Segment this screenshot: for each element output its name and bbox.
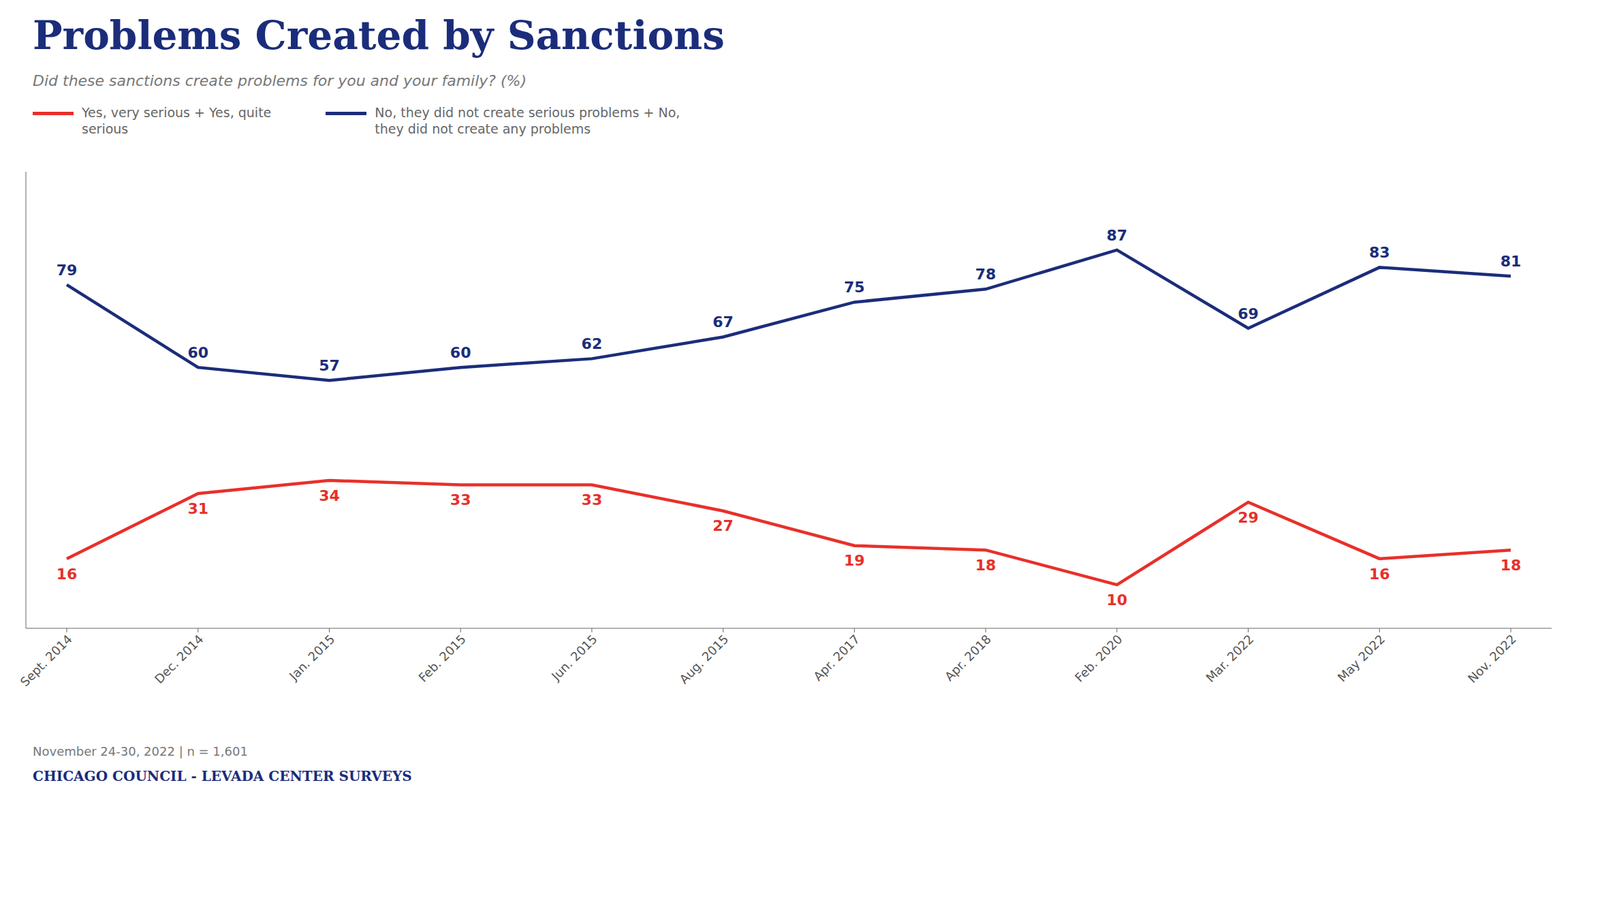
svg-text:Sept. 2014: Sept. 2014 — [17, 631, 75, 689]
svg-text:83: 83 — [1369, 243, 1391, 261]
svg-text:Dec. 2014: Dec. 2014 — [151, 631, 207, 686]
svg-text:16: 16 — [1369, 564, 1391, 582]
svg-text:33: 33 — [581, 491, 603, 509]
svg-text:19: 19 — [843, 551, 866, 569]
svg-text:29: 29 — [1237, 508, 1259, 526]
svg-text:Feb. 2020: Feb. 2020 — [1072, 631, 1126, 685]
svg-text:Aug. 2015: Aug. 2015 — [676, 631, 731, 686]
svg-text:Nov. 2022: Nov. 2022 — [1465, 631, 1519, 686]
svg-text:27: 27 — [712, 516, 734, 535]
svg-text:78: 78 — [975, 265, 997, 283]
svg-text:60: 60 — [450, 343, 472, 362]
svg-text:Mar. 2022: Mar. 2022 — [1202, 631, 1257, 685]
html-text:Yes, very serious + Yes, quite: Yes, very serious + Yes, quite serious — [81, 104, 272, 137]
svg-text:57: 57 — [318, 356, 340, 374]
svg-text:Apr. 2018: Apr. 2018 — [942, 631, 994, 684]
svg-text:87: 87 — [1106, 226, 1128, 244]
svg-text:18: 18 — [975, 556, 997, 574]
svg-text:10: 10 — [1106, 591, 1128, 609]
svg-text:Apr. 2017: Apr. 2017 — [810, 631, 863, 684]
html-text:CHICAGO COUNCIL - LEVADA CENTE: CHICAGO COUNCIL - LEVADA CENTER SURVEYS — [32, 767, 412, 784]
html-text:No, they did not create seriou: No, they did not create serious problems… — [374, 104, 680, 137]
svg-text:Jun. 2015: Jun. 2015 — [548, 631, 601, 684]
html-text:November 24-30, 2022 | n = 1,6: November 24-30, 2022 | n = 1,601 — [32, 743, 248, 759]
svg-text:Jan. 2015: Jan. 2015 — [286, 631, 338, 684]
svg-text:Feb. 2015: Feb. 2015 — [415, 631, 469, 685]
svg-text:May 2022: May 2022 — [1335, 631, 1389, 685]
svg-text:81: 81 — [1500, 252, 1522, 270]
svg-text:31: 31 — [187, 499, 209, 517]
html-text:Problems Created by Sanctions: Problems Created by Sanctions — [32, 12, 725, 59]
svg-text:67: 67 — [712, 313, 734, 331]
svg-text:69: 69 — [1237, 305, 1259, 323]
svg-text:18: 18 — [1500, 556, 1522, 574]
svg-text:33: 33 — [450, 491, 472, 509]
svg-text:34: 34 — [318, 487, 340, 505]
svg-text:79: 79 — [56, 261, 78, 279]
svg-text:16: 16 — [56, 564, 78, 582]
html-text:Did these sanctions create pro: Did these sanctions create problems for … — [32, 71, 527, 89]
svg-text:60: 60 — [187, 343, 209, 362]
svg-text:75: 75 — [843, 278, 866, 296]
svg-text:62: 62 — [581, 335, 603, 353]
